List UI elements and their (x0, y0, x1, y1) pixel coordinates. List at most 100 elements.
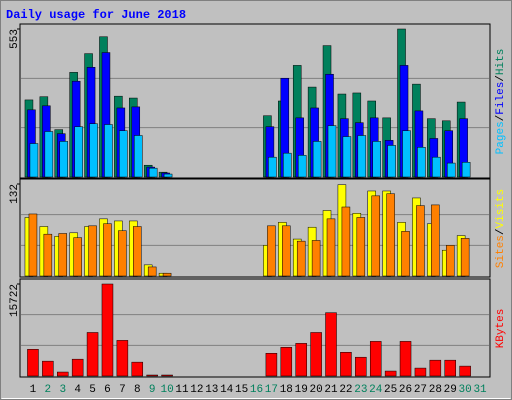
y-tick-label: 15722 (9, 284, 21, 317)
x-tick-label: 14 (220, 384, 234, 396)
bar (311, 240, 321, 277)
legend-entry: Hits (495, 49, 507, 75)
bar (147, 266, 157, 277)
x-tick-label: 10 (160, 384, 173, 396)
x-tick-label: 31 (473, 384, 487, 396)
bar (459, 365, 471, 377)
bar (429, 359, 442, 377)
bar (134, 135, 143, 178)
plot-area (19, 178, 491, 278)
bar (461, 162, 471, 178)
bar (27, 349, 39, 377)
x-tick-label: 27 (414, 384, 427, 396)
bar (283, 152, 292, 178)
bar (131, 361, 144, 377)
bar (295, 343, 307, 377)
legend-entry: Visits (495, 189, 507, 229)
bar (282, 225, 291, 277)
bar (372, 141, 381, 178)
bar (355, 356, 367, 377)
bar (460, 238, 470, 277)
bar (327, 125, 337, 178)
x-tick-label: 16 (250, 384, 263, 396)
bar (386, 193, 395, 277)
x-tick-label: 11 (175, 384, 189, 396)
bar (402, 130, 411, 178)
x-tick-label: 5 (89, 384, 96, 396)
bar (88, 225, 97, 277)
bar (384, 370, 397, 377)
x-tick-label: 23 (354, 384, 367, 396)
bar (416, 205, 425, 277)
bar (432, 156, 441, 178)
x-tick-label: 4 (74, 384, 81, 396)
bar (325, 312, 337, 377)
x-tick-label: 19 (295, 384, 308, 396)
legend-separator: / (495, 115, 507, 122)
legend-entry: Pages (495, 121, 507, 154)
x-tick-label: 3 (59, 384, 66, 396)
bar (57, 371, 69, 377)
x-tick-label: 9 (149, 384, 156, 396)
x-tick-label: 22 (339, 384, 352, 396)
bar (146, 374, 158, 377)
x-tick-label: 6 (104, 384, 111, 396)
y-tick-label: 553 (9, 29, 21, 49)
bar (444, 359, 456, 377)
legend: Pages/Files/Hits (495, 49, 507, 155)
bar (119, 130, 128, 178)
y-tick-label: 132 (9, 184, 21, 204)
bar (340, 352, 352, 377)
x-tick-label: 30 (459, 384, 472, 396)
bar (73, 237, 82, 277)
bar (280, 347, 293, 377)
legend-entry: Sites (495, 235, 507, 268)
bar (326, 218, 336, 277)
bar (431, 204, 440, 277)
bar (162, 272, 172, 277)
bar (43, 233, 53, 277)
bar (369, 341, 382, 377)
bar (101, 283, 114, 377)
bar (414, 367, 427, 377)
legend-separator: / (495, 228, 507, 235)
bar (71, 358, 84, 377)
bar (312, 141, 322, 178)
bar (116, 340, 129, 377)
chart-title: Daily usage for June 2018 (6, 8, 186, 22)
bar (86, 332, 99, 377)
bar (267, 225, 276, 277)
plot-area (19, 278, 491, 378)
legend: Sites/Visits (495, 189, 507, 268)
bar (58, 233, 68, 277)
bar (296, 240, 306, 277)
x-tick-label: 7 (119, 384, 126, 396)
x-tick-label: 25 (384, 384, 397, 396)
x-tick-label: 28 (429, 384, 442, 396)
bar (59, 141, 69, 178)
bar (161, 374, 173, 377)
x-tick-label: 29 (444, 384, 457, 396)
bar (297, 155, 307, 178)
x-tick-label: 2 (45, 384, 52, 396)
bar (42, 360, 54, 377)
bar (163, 173, 173, 178)
bar (44, 131, 54, 178)
bar (401, 231, 410, 277)
bar (446, 162, 456, 178)
bar (74, 126, 83, 178)
x-tick-label: 13 (205, 384, 218, 396)
bar (104, 124, 113, 178)
x-tick-label: 20 (310, 384, 323, 396)
bar (89, 123, 98, 178)
bar (310, 332, 322, 377)
x-tick-label: 24 (369, 384, 383, 396)
x-tick-label: 26 (399, 384, 412, 396)
bar (399, 341, 412, 377)
bar (357, 135, 367, 178)
bar (356, 217, 366, 277)
x-tick-label: 17 (265, 384, 278, 396)
legend-separator: / (495, 75, 507, 82)
bar (28, 213, 38, 277)
bar (417, 147, 426, 178)
